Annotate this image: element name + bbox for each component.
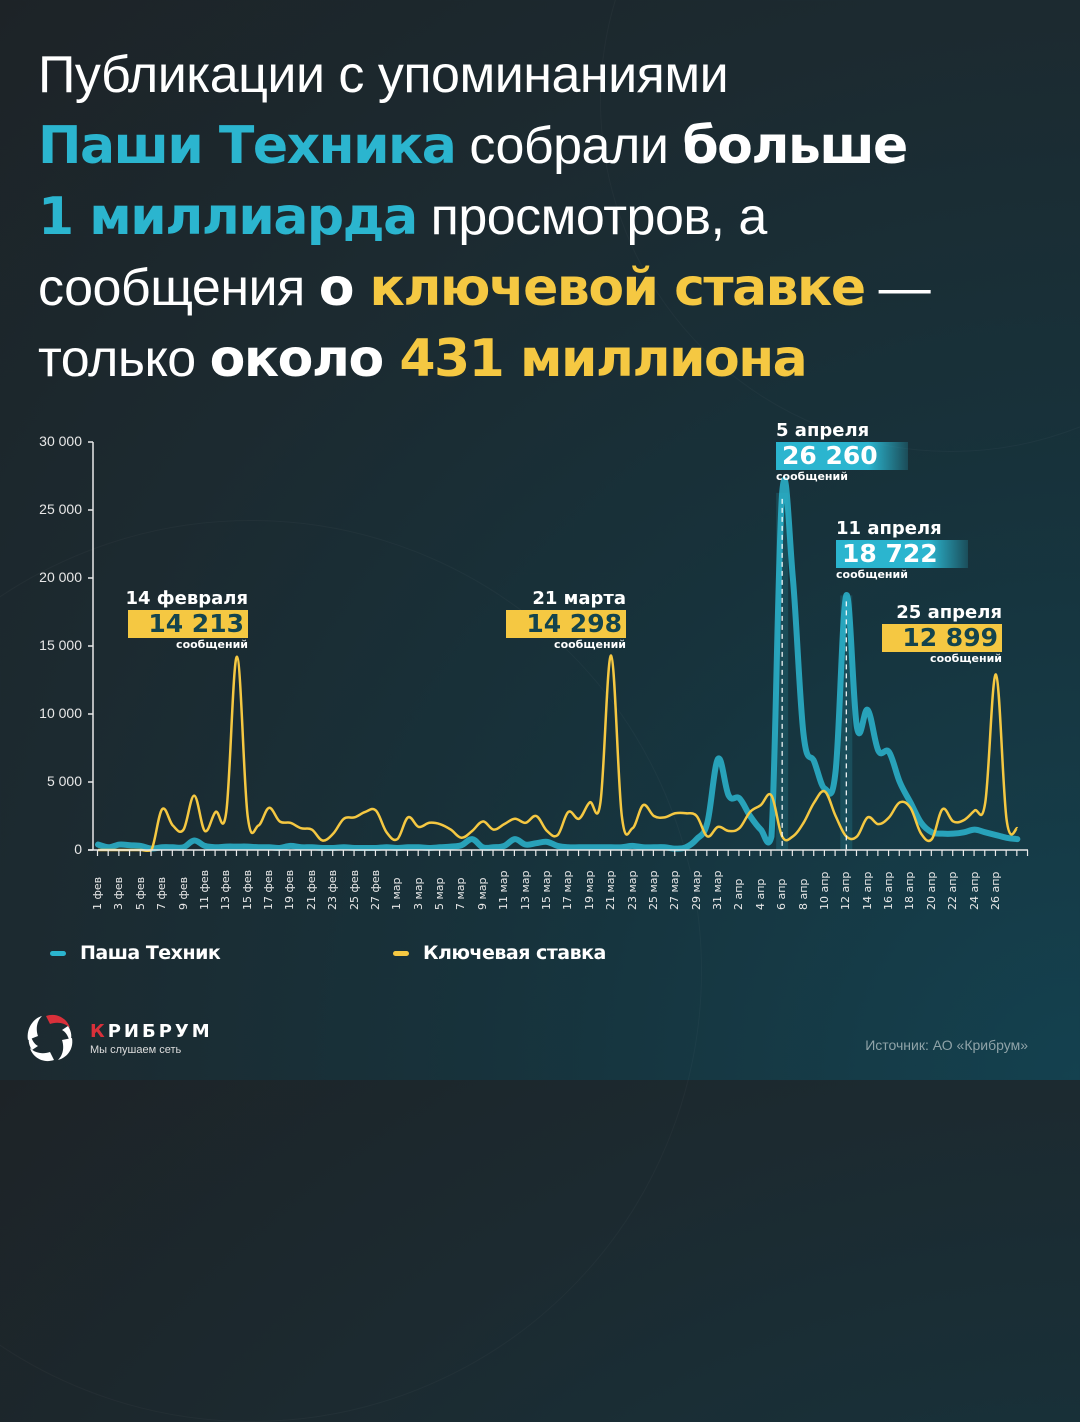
x-tick-label: 19 мар xyxy=(582,870,596,910)
y-tick-label: 5 000 xyxy=(46,773,82,789)
annotation-5-apr: 5 апреля 26 260 сообщений xyxy=(776,420,908,484)
x-tick-label: 2 апр xyxy=(732,878,746,910)
source-credit: Источник: АО «Крибрум» xyxy=(865,1037,1028,1053)
x-tick-label: 10 апр xyxy=(817,871,831,910)
headline-line-4: сообщения о ключевой ставке — xyxy=(38,258,931,318)
headline-line-2: Паши Техника собрали больше xyxy=(38,116,908,176)
x-tick-label: 8 апр xyxy=(796,878,810,910)
x-tick-label: 7 мар xyxy=(454,877,468,910)
logo-text: КРИБРУМ Мы слушаем сеть xyxy=(90,1020,213,1056)
x-tick-label: 26 апр xyxy=(988,871,1002,910)
annotation-value-badge: 12 899 xyxy=(882,624,1002,652)
annotation-25-apr: 25 апреля 12 899 сообщений xyxy=(872,602,1002,666)
annotation-21-mar: 21 марта 14 298 сообщений xyxy=(478,588,626,652)
headline-line-5: только около 431 миллиона xyxy=(38,329,808,389)
series-line-pasha xyxy=(95,476,1021,852)
x-tick-label: 27 мар xyxy=(668,870,682,910)
x-tick-label: 25 фев xyxy=(347,869,361,910)
x-tick-label: 19 фев xyxy=(283,869,297,910)
y-tick-label: 20 000 xyxy=(39,569,82,585)
x-tick-label: 25 мар xyxy=(646,870,660,910)
x-tick-label: 13 фев xyxy=(219,869,233,910)
annotation-value-badge: 18 722 xyxy=(836,540,968,568)
x-tick-label: 9 мар xyxy=(475,877,489,910)
legend-swatch-icon xyxy=(50,950,66,956)
y-tick-label: 0 xyxy=(74,841,82,857)
x-tick-label: 23 мар xyxy=(625,870,639,910)
legend-item-pasha: Паша Техник xyxy=(50,942,221,964)
x-tick-label: 5 мар xyxy=(433,877,447,910)
legend-item-key-rate: Ключевая ставка xyxy=(393,942,606,964)
series-line-key-rate xyxy=(97,654,1019,853)
kribrum-swirl-icon xyxy=(27,1014,73,1062)
annotation-value-badge: 26 260 xyxy=(776,442,908,470)
x-tick-label: 24 апр xyxy=(967,871,981,910)
x-tick-label: 18 апр xyxy=(903,871,917,910)
x-tick-label: 15 мар xyxy=(539,870,553,910)
annotation-value-badge: 14 213 xyxy=(128,610,248,638)
headline-line-1: Публикации с упоминаниями xyxy=(38,46,729,104)
annotation-11-apr: 11 апреля 18 722 сообщений xyxy=(836,518,968,582)
x-tick-label: 23 фев xyxy=(326,869,340,910)
x-tick-label: 9 фев xyxy=(176,876,190,910)
x-tick-label: 21 мар xyxy=(604,870,618,910)
x-tick-label: 27 фев xyxy=(368,869,382,910)
y-tick-label: 30 000 xyxy=(39,433,82,449)
x-tick-label: 11 мар xyxy=(497,870,511,910)
line-chart: 0 5 000 10 000 15 000 20 000 25 000 30 000 1 ф… xyxy=(0,420,1080,920)
x-tick-label: 3 мар xyxy=(411,877,425,910)
x-tick-label: 22 апр xyxy=(946,871,960,910)
x-tick-label: 3 фев xyxy=(112,876,126,910)
x-tick-label: 1 мар xyxy=(390,877,404,910)
y-tick-label: 15 000 xyxy=(39,637,82,653)
kribrum-logo: КРИБРУМ Мы слушаем сеть xyxy=(24,1012,213,1064)
headline-line-3: 1 миллиарда просмотров, а xyxy=(38,187,767,247)
y-tick-label: 10 000 xyxy=(39,705,82,721)
x-tick-label: 7 фев xyxy=(155,876,169,910)
x-tick-label: 15 фев xyxy=(240,869,254,910)
x-tick-label: 6 апр xyxy=(775,878,789,910)
headline: Публикации с упоминаниями Паши Техника с… xyxy=(38,40,1058,395)
annotation-14-feb: 14 февраля 14 213 сообщений xyxy=(125,588,248,651)
x-tick-label: 17 фев xyxy=(262,869,276,910)
chart-plot-area xyxy=(88,441,1029,856)
x-tick-label: 13 мар xyxy=(518,870,532,910)
x-tick-label: 16 апр xyxy=(882,871,896,910)
legend-swatch-icon xyxy=(393,950,409,956)
x-tick-label: 17 мар xyxy=(561,870,575,910)
y-tick-label: 25 000 xyxy=(39,501,82,517)
x-tick-label: 31 мар xyxy=(711,870,725,910)
x-tick-label: 12 апр xyxy=(839,871,853,910)
x-tick-label: 14 апр xyxy=(860,871,874,910)
x-tick-label: 1 фев xyxy=(91,876,104,910)
x-tick-label: 5 фев xyxy=(133,876,147,910)
x-tick-label: 20 апр xyxy=(924,871,938,910)
x-tick-label: 11 фев xyxy=(197,869,211,910)
x-tick-label: 21 фев xyxy=(304,869,318,910)
annotation-value-badge: 14 298 xyxy=(506,610,626,638)
x-tick-label: 4 апр xyxy=(753,878,767,910)
x-tick-label: 29 мар xyxy=(689,870,703,910)
